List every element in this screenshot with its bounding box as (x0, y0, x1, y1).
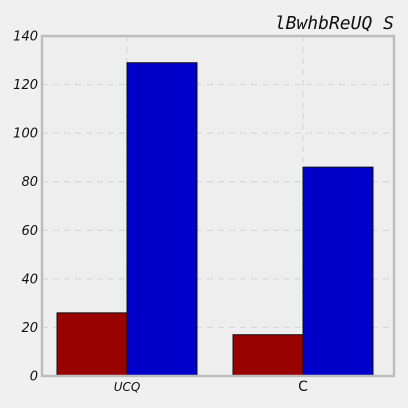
y-tick-label-120: 120 (13, 78, 38, 93)
bar-series-1-ucq (56, 312, 128, 377)
chart-title: lBwhbReUQ S (275, 13, 394, 34)
x-tick-label-c: C (298, 379, 308, 395)
y-tick-label-80: 80 (21, 175, 38, 190)
axes-frame (40, 34, 396, 378)
x-axis-tick-labels: UCQ C (114, 379, 308, 395)
y-tick-label-60: 60 (21, 224, 38, 239)
bar-series-2-ucq (126, 62, 198, 377)
y-tick-label-0: 0 (30, 370, 38, 385)
bars (56, 62, 374, 377)
x-tick-label-ucq: UCQ (114, 380, 141, 394)
bar-series-2-c (302, 166, 374, 377)
y-tick-label-40: 40 (21, 272, 38, 287)
y-tick-label-140: 140 (13, 30, 38, 45)
bar-series-1-c (232, 334, 304, 377)
y-tick-label-20: 20 (21, 321, 38, 336)
y-tick-label-100: 100 (13, 127, 38, 142)
y-axis-tick-labels: 0 20 40 60 80 100 120 140 (13, 30, 38, 385)
